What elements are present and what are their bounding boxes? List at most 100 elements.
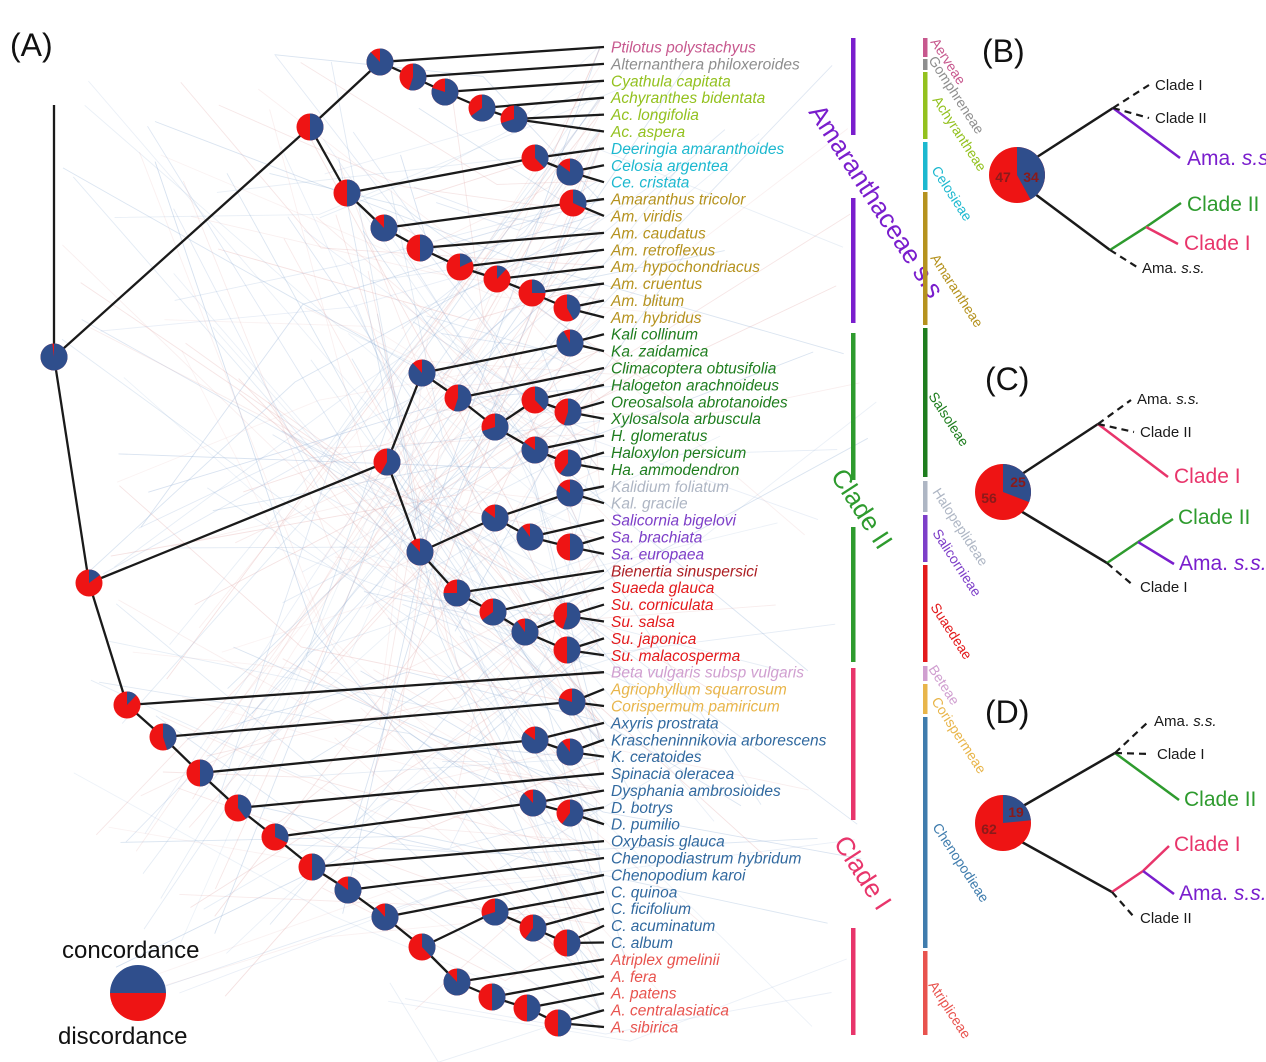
node-pie — [40, 343, 68, 371]
gene-tree-line — [330, 213, 851, 665]
gene-tree-line — [258, 88, 601, 400]
gene-tree-line — [269, 537, 648, 925]
node-pie — [532, 279, 546, 293]
tribe-bar — [923, 72, 928, 139]
species-label: Am. cruentus — [610, 276, 703, 293]
panel-dashed-branch — [1112, 106, 1150, 120]
panel-tip-label: Clade II — [1184, 788, 1256, 811]
species-label: Haloxylon persicum — [611, 445, 746, 462]
species-label: Kali collinum — [611, 327, 698, 344]
gene-tree-line — [114, 871, 601, 990]
gene-tree-line — [355, 304, 601, 759]
tree-edge — [385, 461, 422, 553]
gene-tree-line — [360, 670, 862, 860]
gene-tree-line — [240, 146, 601, 735]
clade-bar — [851, 527, 856, 662]
panel-tip-label: Clade II — [1140, 424, 1192, 441]
species-label: Cyathula capitata — [611, 73, 731, 90]
tree-edge — [162, 700, 573, 739]
gene-tree-line — [307, 660, 601, 824]
node-pie — [521, 726, 549, 754]
panel-branch — [1112, 106, 1181, 160]
node-pie — [521, 436, 549, 464]
species-label: Amaranthus tricolor — [610, 192, 746, 209]
node-pie — [347, 179, 361, 207]
legend-concordance-label: concordance — [62, 937, 199, 964]
tribe-bar — [923, 328, 928, 477]
panel-tip-label: Ama. s.s. — [1179, 882, 1266, 905]
node-pie — [570, 533, 584, 561]
gene-tree-line — [218, 104, 601, 215]
node-pie — [482, 598, 507, 626]
panel-d: 62 19 Ama. s.s. Clade I Clade II Clade I Ama. … — [975, 713, 1266, 927]
gene-tree-line — [272, 552, 601, 828]
node-pie — [443, 968, 471, 996]
gene-tree-line — [223, 798, 601, 992]
gene-tree-line — [80, 282, 742, 709]
gene-tree-line — [224, 758, 601, 997]
tree-edge — [199, 738, 536, 775]
node-pie — [275, 823, 289, 843]
panel-branch — [1114, 751, 1180, 802]
gene-tree-line — [155, 715, 601, 1030]
panel-tip-label: Clade I — [1174, 465, 1241, 488]
tribe-label: Salsoleae — [925, 389, 972, 449]
panel-tip-label: Clade II — [1187, 193, 1259, 216]
gene-tree-line — [214, 215, 601, 890]
species-label: Am. viridis — [610, 208, 683, 225]
panel-tip-label: Clade II — [1178, 506, 1250, 529]
gene-tree-line — [454, 552, 601, 799]
panel-branch — [1137, 540, 1175, 566]
species-label: K. ceratoides — [611, 749, 702, 766]
tribe-bar — [923, 481, 928, 512]
node-pie — [238, 794, 252, 819]
panel-dashed-branch — [1109, 249, 1138, 268]
gene-tree-line — [280, 146, 601, 906]
node-pie — [89, 569, 100, 583]
panel-c: 56 25 Ama. s.s. Clade II Clade I Clade II Ama.… — [975, 391, 1266, 596]
species-label: Chenopodiastrum hybridum — [611, 851, 801, 868]
gene-tree-line — [118, 351, 814, 469]
gene-tree-line — [387, 100, 601, 442]
gene-tree-line — [194, 285, 837, 605]
gene-tree-line — [233, 646, 601, 761]
panel-dashed-branch — [1114, 751, 1152, 756]
panel-branch — [1022, 751, 1116, 808]
gene-tree-line — [89, 327, 601, 449]
species-label: Ptilotus polystachyus — [611, 40, 756, 57]
species-label: Salicornia bigelovi — [611, 513, 736, 530]
tree-edge — [481, 96, 605, 110]
legend-pie-concordance — [110, 965, 166, 993]
gene-tree-line — [138, 129, 726, 529]
gene-tree-line — [428, 733, 626, 961]
gene-tree-line — [88, 80, 715, 822]
panel-dashed-branch — [1111, 891, 1135, 918]
species-label: Suaeda glauca — [611, 580, 715, 597]
panel-branch — [1036, 106, 1114, 159]
species-label: Bienertia sinuspersici — [611, 563, 758, 580]
clade-bar — [851, 198, 856, 323]
tribe-bar — [923, 59, 928, 70]
node-pie — [560, 449, 582, 477]
tree-edge — [496, 265, 605, 281]
panel-tip-label: Ama. s.s. — [1142, 260, 1205, 277]
species-label: Am. caudatus — [610, 225, 706, 242]
panel-b-label: (B) — [982, 33, 1025, 69]
gene-tree-line — [243, 350, 601, 493]
node-pie — [482, 413, 509, 441]
tree-edge — [384, 873, 605, 919]
species-label: Spinacia oleracea — [611, 766, 735, 783]
gene-tree-line — [62, 244, 601, 740]
clade-bar — [851, 928, 856, 1035]
node-pie — [312, 853, 326, 881]
species-label: Climacoptera obtusifolia — [611, 361, 777, 378]
species-label: Atriplex gmelinii — [610, 952, 720, 969]
species-label: Am. hybridus — [610, 310, 702, 327]
node-pie — [519, 789, 547, 817]
node-pie — [408, 63, 427, 91]
gene-tree-line — [160, 154, 683, 316]
pie-concordant-count: 25 — [1010, 474, 1026, 490]
gene-tree-line — [335, 468, 601, 569]
gene-tree-line — [373, 669, 706, 927]
